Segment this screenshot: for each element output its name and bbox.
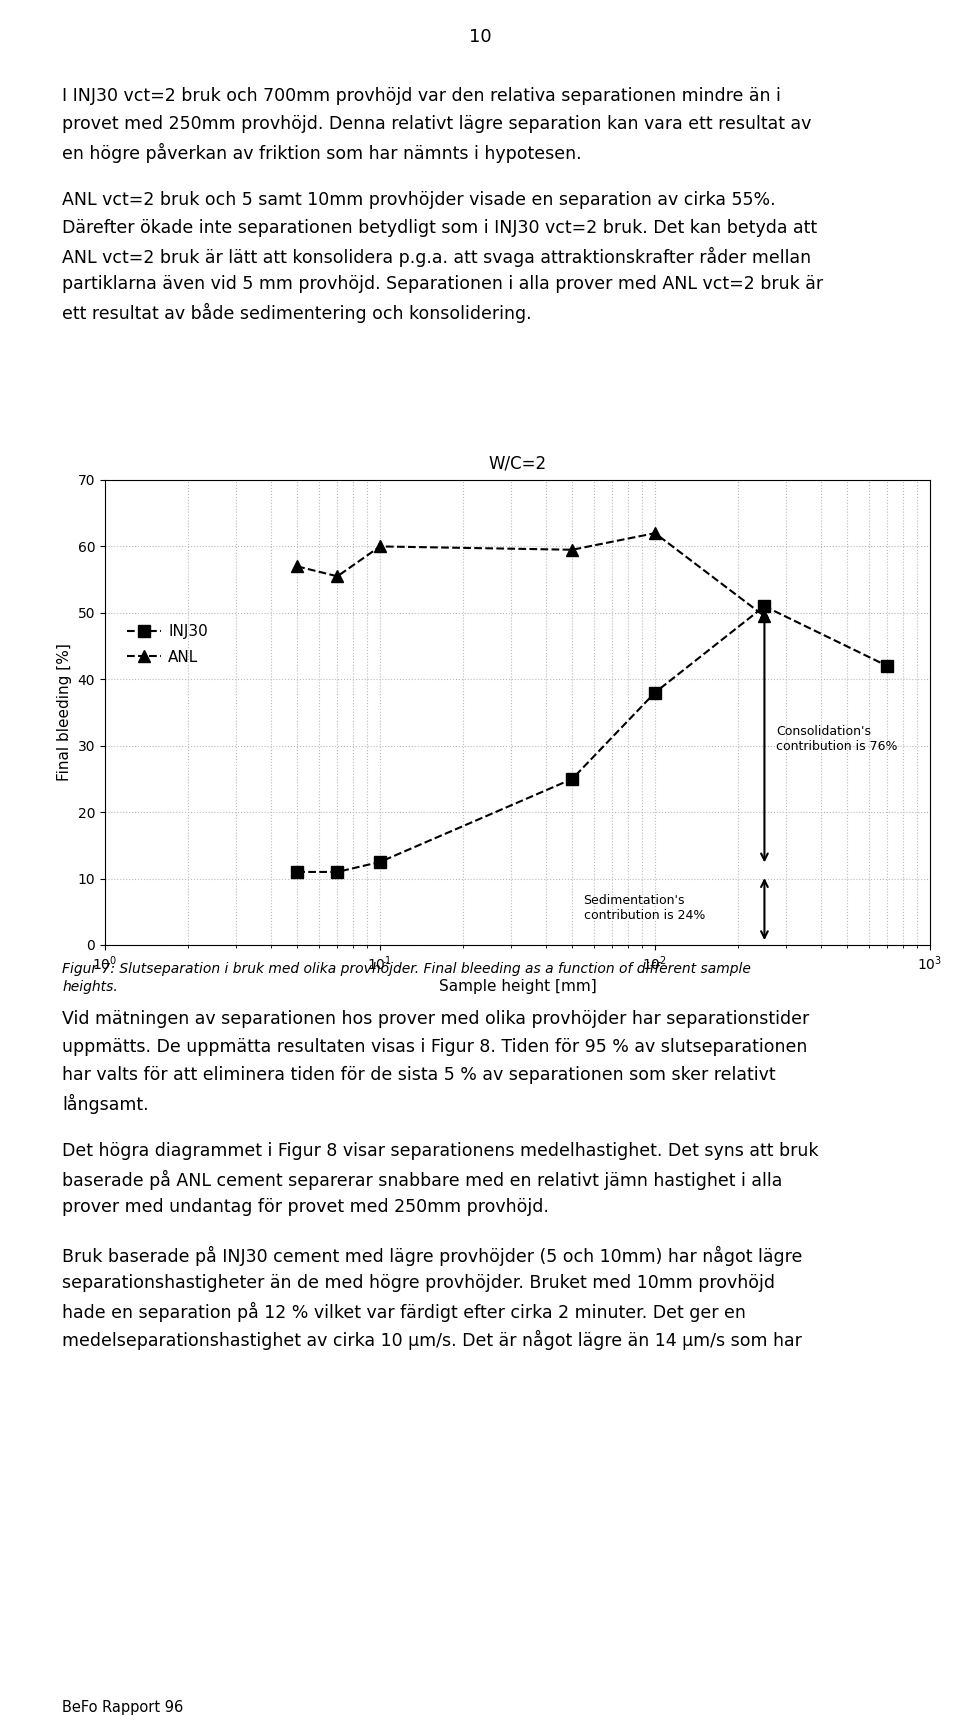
Text: separationshastigheter än de med högre provhöjder. Bruket med 10mm provhöjd: separationshastigheter än de med högre p… bbox=[62, 1273, 776, 1292]
ANL bbox=[566, 539, 578, 560]
Text: en högre påverkan av friktion som har nämnts i hypotesen.: en högre påverkan av friktion som har nä… bbox=[62, 143, 582, 164]
Title: W/C=2: W/C=2 bbox=[489, 455, 546, 472]
Line: ANL: ANL bbox=[292, 527, 770, 622]
Text: hade en separation på 12 % vilket var färdigt efter cirka 2 minuter. Det ger en: hade en separation på 12 % vilket var fä… bbox=[62, 1303, 746, 1322]
INJ30 bbox=[374, 851, 386, 872]
Text: partiklarna även vid 5 mm provhöjd. Separationen i alla prover med ANL vct=2 bru: partiklarna även vid 5 mm provhöjd. Sepa… bbox=[62, 276, 824, 293]
Text: 10: 10 bbox=[468, 28, 492, 47]
ANL bbox=[292, 557, 303, 577]
Text: medelseparationshastighet av cirka 10 μm/s. Det är något lägre än 14 μm/s som ha: medelseparationshastighet av cirka 10 μm… bbox=[62, 1330, 803, 1351]
Y-axis label: Final bleeding [%]: Final bleeding [%] bbox=[57, 644, 72, 782]
ANL bbox=[649, 522, 660, 543]
Text: ett resultat av både sedimentering och konsolidering.: ett resultat av både sedimentering och k… bbox=[62, 303, 532, 324]
Text: I INJ30 vct=2 bruk och 700mm provhöjd var den relativa separationen mindre än i: I INJ30 vct=2 bruk och 700mm provhöjd va… bbox=[62, 86, 781, 105]
Text: ANL vct=2 bruk är lätt att konsolidera p.g.a. att svaga attraktionskrafter råder: ANL vct=2 bruk är lätt att konsolidera p… bbox=[62, 246, 811, 267]
Text: Consolidation's
contribution is 76%: Consolidation's contribution is 76% bbox=[776, 725, 898, 753]
INJ30 bbox=[566, 768, 578, 789]
Text: BeFo Rapport 96: BeFo Rapport 96 bbox=[62, 1701, 183, 1714]
Text: uppmätts. De uppmätta resultaten visas i Figur 8. Tiden för 95 % av slutseparati: uppmätts. De uppmätta resultaten visas i… bbox=[62, 1037, 807, 1056]
INJ30 bbox=[649, 682, 660, 703]
Text: heights.: heights. bbox=[62, 980, 118, 994]
ANL bbox=[331, 565, 343, 586]
Text: Sedimentation's
contribution is 24%: Sedimentation's contribution is 24% bbox=[584, 894, 705, 922]
Text: Vid mätningen av separationen hos prover med olika provhöjder har separationstid: Vid mätningen av separationen hos prover… bbox=[62, 1010, 809, 1029]
Text: har valts för att eliminera tiden för de sista 5 % av separationen som sker rela: har valts för att eliminera tiden för de… bbox=[62, 1067, 776, 1084]
Text: Det högra diagrammet i Figur 8 visar separationens medelhastighet. Det syns att : Det högra diagrammet i Figur 8 visar sep… bbox=[62, 1142, 819, 1160]
INJ30 bbox=[881, 656, 893, 677]
Text: provet med 250mm provhöjd. Denna relativt lägre separation kan vara ett resultat: provet med 250mm provhöjd. Denna relativ… bbox=[62, 115, 812, 133]
Text: Figur 7: Slutseparation i bruk med olika provhöjder. Final bleeding as a functio: Figur 7: Slutseparation i bruk med olika… bbox=[62, 961, 752, 975]
Text: ANL vct=2 bruk och 5 samt 10mm provhöjder visade en separation av cirka 55%.: ANL vct=2 bruk och 5 samt 10mm provhöjde… bbox=[62, 191, 776, 208]
INJ30 bbox=[331, 862, 343, 882]
INJ30 bbox=[758, 596, 770, 617]
Text: Därefter ökade inte separationen betydligt som i INJ30 vct=2 bruk. Det kan betyd: Därefter ökade inte separationen betydli… bbox=[62, 219, 818, 238]
Line: INJ30: INJ30 bbox=[292, 601, 893, 877]
X-axis label: Sample height [mm]: Sample height [mm] bbox=[439, 979, 596, 994]
ANL bbox=[758, 606, 770, 627]
Text: långsamt.: långsamt. bbox=[62, 1094, 149, 1115]
INJ30 bbox=[292, 862, 303, 882]
Text: prover med undantag för provet med 250mm provhöjd.: prover med undantag för provet med 250mm… bbox=[62, 1197, 549, 1216]
ANL bbox=[374, 536, 386, 557]
Text: Bruk baserade på INJ30 cement med lägre provhöjder (5 och 10mm) har något lägre: Bruk baserade på INJ30 cement med lägre … bbox=[62, 1246, 803, 1266]
Legend: INJ30, ANL: INJ30, ANL bbox=[121, 619, 214, 670]
Text: baserade på ANL cement separerar snabbare med en relativt jämn hastighet i alla: baserade på ANL cement separerar snabbar… bbox=[62, 1170, 782, 1191]
